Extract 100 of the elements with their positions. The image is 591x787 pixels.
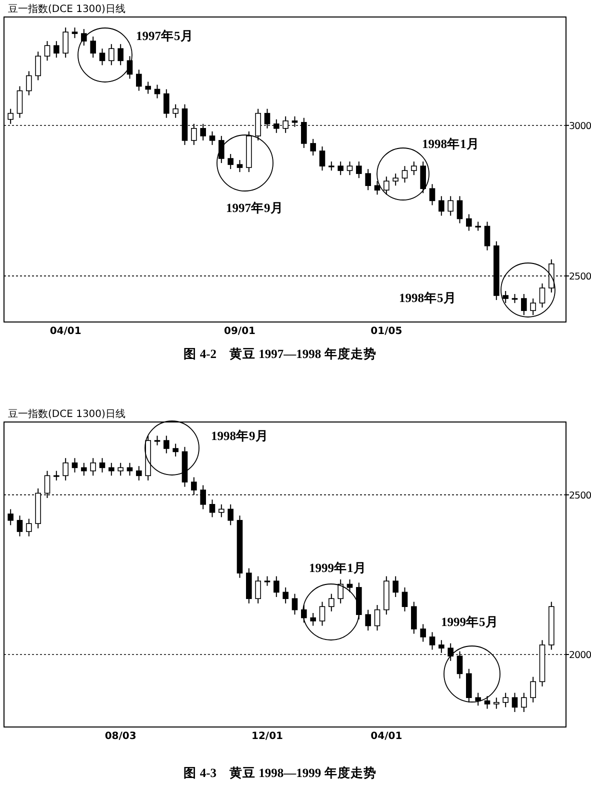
caption: 图 4-3 黄豆 1998—1999 年度走势 — [184, 765, 376, 780]
candlestick — [365, 609, 371, 632]
candlestick — [54, 470, 60, 481]
candlestick — [172, 104, 178, 118]
candlestick — [356, 161, 362, 179]
candlestick — [539, 282, 546, 308]
x-tick-label: 04/01 — [50, 326, 82, 337]
y-tick-label: 2000 — [569, 650, 591, 662]
y-tick-label: 2500 — [569, 490, 591, 502]
y-tick-label: 3000 — [569, 120, 591, 132]
annotation: 1998年9月 — [211, 429, 268, 443]
candlestick — [81, 28, 87, 46]
candlestick — [164, 435, 170, 454]
candlestick — [346, 578, 353, 593]
candlestick — [26, 70, 32, 96]
candlestick — [154, 435, 160, 446]
candlestick — [26, 518, 32, 537]
x-tick-label: 12/01 — [252, 731, 284, 742]
candlestick — [292, 593, 298, 616]
candlestick — [411, 161, 417, 176]
annotation: 1998年5月 — [399, 291, 456, 305]
candlestick — [420, 624, 426, 642]
candlestick — [338, 578, 344, 604]
candlestick — [521, 294, 527, 316]
candlestick — [90, 36, 96, 58]
candlestick — [365, 168, 371, 191]
candlestick — [392, 576, 398, 598]
candlestick — [374, 180, 380, 196]
candlestick — [118, 44, 124, 66]
candlestick — [374, 604, 380, 632]
chart-title: 豆一指数(DCE 1300)日线 — [8, 408, 126, 420]
candlestick — [108, 462, 114, 476]
candlestick — [530, 298, 536, 316]
candlestick — [126, 462, 133, 476]
candlestick — [62, 27, 68, 58]
candlestick — [512, 692, 518, 712]
candlestick — [319, 146, 326, 172]
candlestick — [228, 504, 234, 526]
x-tick-label: 08/03 — [104, 731, 136, 742]
candlestick — [136, 466, 142, 481]
candlestick — [429, 632, 436, 650]
candlestick — [274, 576, 280, 598]
candlestick — [484, 696, 490, 710]
candlestick — [236, 160, 243, 173]
annotation: 1997年9月 — [226, 201, 284, 215]
candlestick — [502, 290, 508, 304]
candlestick — [228, 153, 234, 170]
candlestick — [8, 508, 14, 526]
x-tick-label: 04/01 — [370, 731, 402, 742]
candlestick — [319, 601, 326, 626]
candlestick — [346, 161, 353, 176]
candlestick — [310, 138, 316, 156]
chart-title: 豆一指数(DCE 1300)日线 — [8, 3, 126, 15]
candlestick — [118, 462, 124, 476]
candlestick — [54, 40, 60, 58]
candlestick — [145, 81, 151, 94]
candlestick — [108, 44, 114, 66]
candlestick — [81, 462, 87, 476]
annotation: 1998年1月 — [422, 137, 480, 151]
candlestick — [16, 86, 23, 118]
candlestick — [384, 176, 390, 196]
candlestick — [475, 692, 481, 706]
x-tick-label: 09/01 — [224, 326, 256, 337]
candlestick — [310, 612, 316, 626]
candlestick — [494, 697, 500, 710]
y-tick-label: 2500 — [569, 271, 591, 282]
candlestick — [172, 443, 178, 457]
candlestick — [264, 576, 270, 586]
candlestick — [200, 484, 206, 510]
annotation: 1999年1月 — [309, 561, 366, 575]
candlestick — [392, 173, 398, 186]
candlestick — [218, 135, 224, 164]
candlestick — [466, 214, 472, 232]
candlestick — [521, 692, 527, 712]
caption: 图 4-2 黄豆 1997—1998 年度走势 — [184, 346, 376, 361]
candlestick — [420, 161, 426, 194]
candlestick — [502, 692, 508, 708]
candlestick — [530, 676, 536, 703]
candlestick — [218, 504, 224, 518]
candlestick — [44, 40, 50, 62]
candlestick — [466, 668, 472, 703]
candlestick — [448, 196, 454, 216]
candlestick — [429, 184, 436, 206]
candlestick — [90, 458, 96, 476]
candlestick — [282, 586, 288, 604]
candlestick — [484, 221, 490, 251]
candlestick — [402, 586, 408, 612]
candlestick — [475, 221, 481, 232]
candlestick — [209, 499, 216, 518]
candlestick — [338, 161, 344, 176]
candlestick — [512, 294, 518, 304]
candlestick — [456, 196, 463, 224]
candlestick — [16, 515, 23, 537]
candlestick — [72, 27, 78, 39]
annotation: 1997年5月 — [136, 29, 194, 43]
candlestick — [154, 84, 160, 99]
candlestick — [35, 51, 41, 81]
candlestick — [328, 161, 334, 172]
candlestick — [99, 458, 106, 473]
candlestick — [99, 48, 106, 66]
